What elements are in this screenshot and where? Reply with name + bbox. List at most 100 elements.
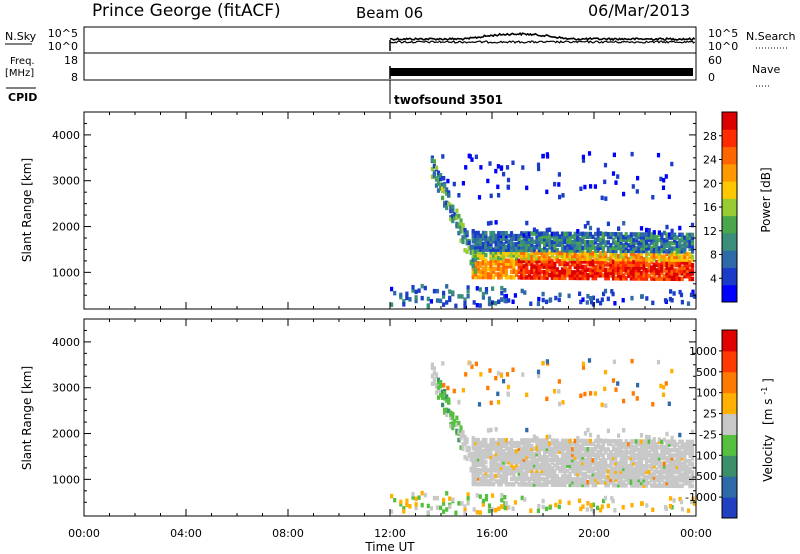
y-tick-label: 1000 [52,266,80,279]
power-cell [517,250,521,255]
velocity-cell [678,432,682,438]
velocity-cell [527,465,531,471]
power-cell [670,228,674,234]
power-cell [632,251,636,256]
power-cell [683,271,687,276]
velocity-cell [655,455,659,461]
power-cell [622,234,626,240]
velocity-cell [614,441,618,447]
power-cell [657,265,661,270]
velocity-cell [479,448,483,454]
power-cell [594,267,598,273]
velocity-cell [670,480,674,486]
power-cell [463,297,467,302]
velocity-cell [502,479,506,484]
velocity-x-ticks [83,319,697,516]
velocity-cell [611,498,615,504]
velocity-cell [599,469,603,474]
velocity-cell [484,473,488,479]
velocity-cell [568,455,572,460]
velocity-cell [530,465,534,471]
power-cell [660,248,664,254]
power-cell [505,165,510,170]
power-cell [670,262,674,268]
power-cell [566,272,570,278]
velocity-cell [629,458,633,463]
velocity-cell [573,463,577,468]
power-cell [624,259,628,265]
velocity-cell [520,457,524,462]
power-cell [417,288,421,293]
power-cell [670,268,674,273]
velocity-cell [599,471,603,477]
velocity-cell [499,460,503,465]
power-cell [499,233,503,239]
power-cell [441,195,445,201]
velocity-cbar-tick-label: -25 [699,428,717,441]
power-cell [683,249,687,254]
velocity-cell [571,455,575,460]
power-cell [454,303,458,309]
power-cell [558,234,562,239]
power-cell [537,247,542,253]
velocity-cell [532,460,536,465]
velocity-cell [578,447,582,452]
power-cell [637,270,641,276]
velocity-cell [678,450,682,456]
velocity-cell [578,457,582,463]
power-cell [596,262,600,267]
velocity-cell [657,444,661,450]
power-cell [661,185,666,190]
velocity-cell [668,480,672,486]
power-cell [693,294,697,299]
velocity-cell [550,441,554,446]
power-cell [468,154,472,159]
velocity-cell [460,501,464,506]
velocity-cell [517,482,521,487]
velocity-cell [594,458,598,463]
power-cell [668,271,672,276]
power-cell [502,266,506,272]
power-cell [496,164,500,169]
power-cell [461,226,465,231]
velocity-cell [680,478,684,483]
power-cell [586,275,590,281]
velocity-cell [603,386,607,392]
velocity-cell [665,483,669,488]
power-cell [489,263,493,269]
power-cell [509,247,514,253]
velocity-cell [558,477,562,482]
power-cell [476,233,480,238]
power-cell [611,248,616,253]
velocity-cell [609,480,613,485]
power-cell [434,165,439,170]
velocity-cell [461,442,465,447]
power-cell [581,273,585,278]
velocity-cell [535,441,539,446]
power-cell [583,259,587,264]
velocity-cell [522,460,526,465]
velocity-cbar-swatch [722,434,737,456]
velocity-cell [606,463,610,469]
velocity-cell [537,443,542,449]
power-cell [507,233,511,239]
power-cell [673,251,677,257]
velocity-cell [550,454,554,460]
velocity-cell [545,465,549,471]
power-cell [655,276,659,281]
power-cell [581,231,585,237]
velocity-cell [652,447,656,453]
velocity-cell [504,468,508,473]
velocity-cell [496,371,500,376]
power-cell [588,231,593,237]
velocity-cell [670,447,674,453]
power-cell [555,234,559,239]
power-cell [606,256,610,262]
power-cell [489,244,493,250]
power-cell [507,253,511,258]
velocity-cell [537,454,542,460]
power-cell [579,186,583,191]
power-cell [624,265,628,270]
velocity-cell [492,465,496,470]
